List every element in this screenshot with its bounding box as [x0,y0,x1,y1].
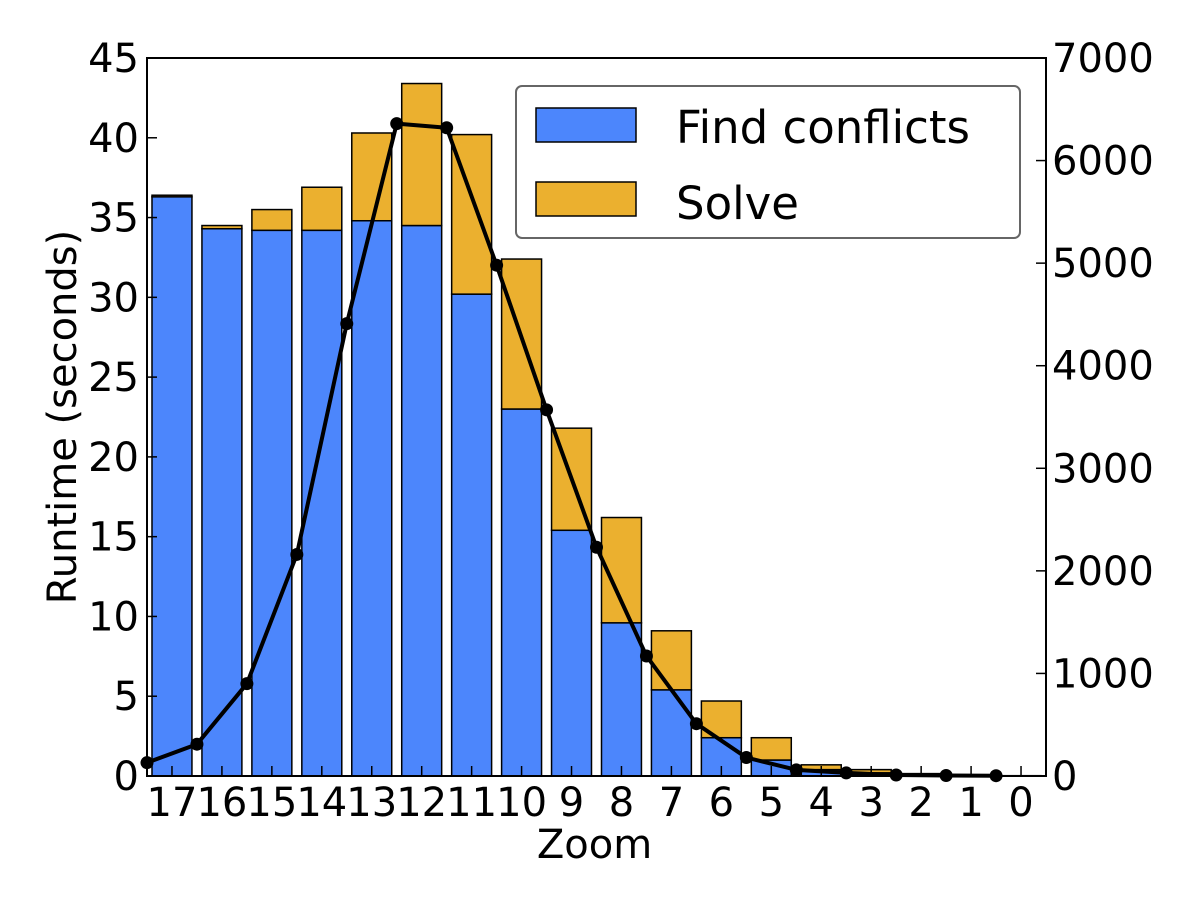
line-point-7 [639,649,653,663]
line-point-2 [889,768,903,782]
left-tick-label: 45 [88,36,139,82]
left-tick-label: 40 [88,116,139,162]
right-tick-label: 2000 [1052,549,1154,595]
line-point-14 [290,547,304,561]
bar-find-conflicts-7 [650,689,693,777]
right-tick-label: 4000 [1052,344,1154,390]
right-tick-label: 6000 [1052,139,1154,185]
left-tick-label: 35 [88,196,139,242]
x-tick-label: 8 [609,780,634,826]
line-point-5 [739,751,753,765]
bar-find-conflicts-13 [351,219,393,777]
line-point-6 [689,717,703,731]
bar-solve-16 [201,224,243,230]
line-point-8 [590,540,603,554]
right-axis: 0 1000 2000 3000 4000 5000 6000 7000 [1036,36,1154,800]
right-tick-label: 7000 [1052,36,1154,82]
left-tick-label: 30 [88,275,139,321]
legend-swatch-find-conflicts [535,107,637,143]
left-tick-label: 5 [114,674,139,720]
x-tick-label: 10 [496,780,547,826]
bar-solve-13 [351,132,393,222]
bar-solve-12 [400,82,443,227]
line-point-15 [240,677,254,691]
bar-solve-5 [750,736,793,761]
left-tick-label: 20 [88,435,139,481]
x-axis: 17 16 15 14 13 12 11 10 9 8 7 6 5 4 3 2 1 0 [147,766,1034,826]
line-point-10 [490,258,504,272]
line-point-3 [839,766,853,780]
x-axis-label: Zoom [537,822,652,868]
line-point-11 [440,121,454,135]
left-tick-label: 10 [88,594,139,640]
legend-swatch-solve [535,181,637,217]
y-axis-label: Runtime (seconds) [40,230,86,605]
line-point-9 [540,403,554,417]
line-point-4 [789,763,803,777]
right-tick-label: 3000 [1052,446,1154,492]
right-tick-label: 1000 [1052,651,1154,697]
x-tick-label: 15 [246,780,297,826]
x-tick-label: 2 [908,780,933,826]
bar-find-conflicts-12 [400,224,443,777]
left-tick-label: 25 [88,355,139,401]
left-tick-label: 0 [114,754,139,800]
bar-solve-6 [700,700,743,739]
plot-frame [146,57,1047,777]
bar-find-conflicts-8 [600,622,643,777]
line-point-13 [340,317,354,331]
left-axis: 0 5 10 15 20 25 30 35 40 45 [88,36,157,800]
x-tick-label: 3 [858,780,883,826]
bar-find-conflicts-9 [550,529,593,777]
bar-solve-14 [301,186,343,232]
x-tick-label: 1 [958,780,983,826]
left-tick-label: 15 [88,515,139,561]
right-tick-label: 5000 [1052,241,1154,287]
legend-label-solve: Solve [676,177,799,230]
x-tick-label: 5 [759,780,784,826]
legend-box [515,85,1021,239]
bar-find-conflicts-17 [151,196,193,777]
bar-find-conflicts-15 [251,229,293,777]
x-tick-label: 12 [396,780,447,826]
legend: Find conflicts Solve [515,85,1021,239]
bar-find-conflicts-11 [450,293,493,777]
bars-layer [151,82,1042,777]
x-tick-label: 0 [1008,780,1033,826]
line-point-16 [190,737,204,751]
x-tick-label: 16 [196,780,247,826]
bar-solve-15 [251,208,293,232]
runtime-line [146,121,997,778]
x-tick-label: 4 [809,780,834,826]
legend-label-find-conflicts: Find conflicts [676,101,970,154]
bar-solve-17 [151,194,193,198]
x-tick-label: 11 [446,780,497,826]
x-tick-label: 17 [147,780,198,826]
x-tick-label: 14 [296,780,347,826]
right-tick-label: 0 [1052,754,1077,800]
x-tick-label: 13 [346,780,397,826]
bar-solve-7 [650,630,693,691]
bar-find-conflicts-10 [500,408,543,777]
x-tick-label: 9 [559,780,584,826]
x-tick-label: 7 [659,780,684,826]
line-point-12 [390,117,404,131]
x-tick-label: 6 [709,780,734,826]
